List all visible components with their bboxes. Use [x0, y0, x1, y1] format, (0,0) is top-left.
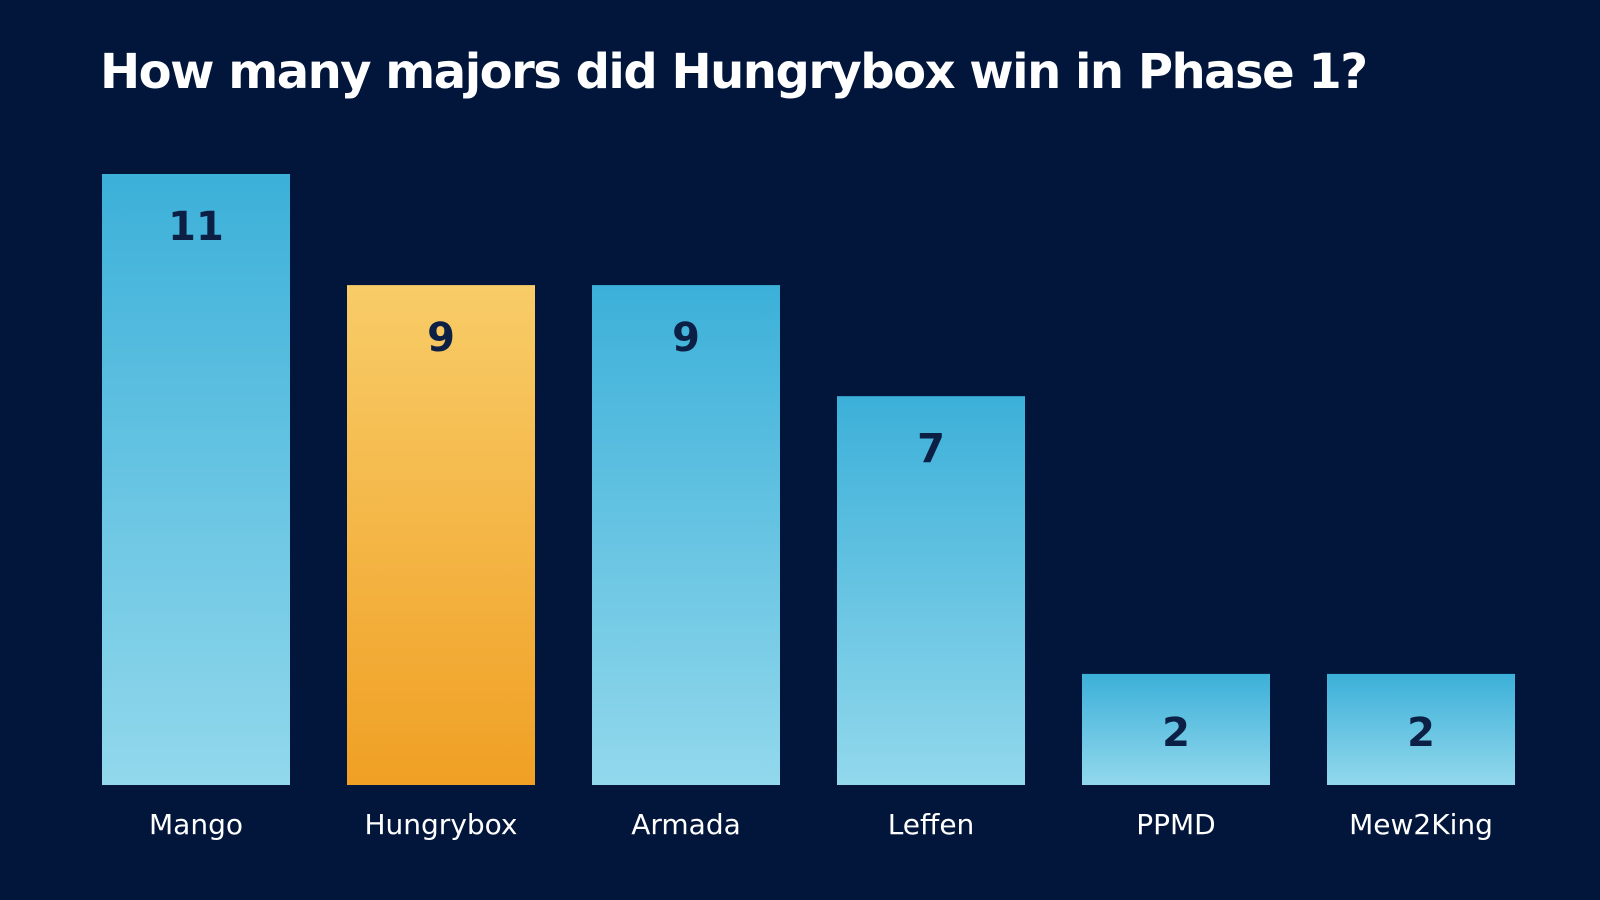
bar-mew2king	[1327, 673, 1515, 785]
category-label-mew2king: Mew2King	[1349, 808, 1493, 841]
bar-mango	[102, 174, 290, 785]
value-label-hungrybox: 9	[427, 315, 455, 361]
value-label-leffen: 7	[917, 426, 945, 472]
bar-hungrybox	[347, 285, 535, 785]
category-label-armada: Armada	[631, 808, 741, 841]
chart-title: How many majors did Hungrybox win in Pha…	[100, 44, 1368, 100]
value-label-ppmd: 2	[1162, 710, 1190, 756]
category-label-mango: Mango	[149, 808, 243, 841]
bar-leffen	[837, 396, 1025, 785]
category-label-hungrybox: Hungrybox	[364, 808, 517, 841]
value-label-mew2king: 2	[1407, 710, 1435, 756]
value-label-armada: 9	[672, 315, 700, 361]
value-label-mango: 11	[168, 204, 224, 250]
bar-armada	[592, 285, 780, 785]
category-label-ppmd: PPMD	[1136, 808, 1216, 841]
bar-ppmd	[1082, 673, 1270, 785]
category-label-leffen: Leffen	[888, 808, 975, 841]
